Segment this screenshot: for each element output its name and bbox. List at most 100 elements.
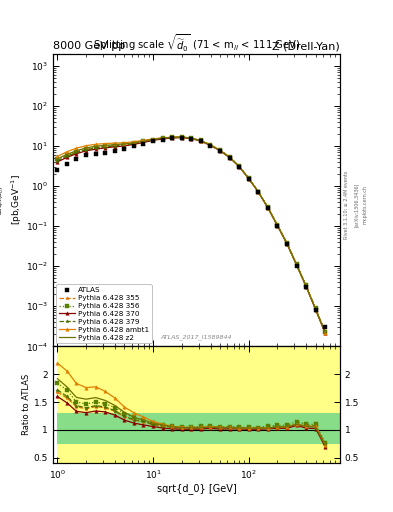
Pythia 6.428 ambt1 (180, 134, 184, 140)
Pythia 6.428 ambt1 (93, 141, 98, 147)
ATLAS (189, 136, 194, 142)
Pythia 6.428 355 (141, 139, 146, 145)
Pythia 6.428 z2 (141, 138, 146, 144)
Text: Rivet 3.1.10; ≥ 2.4M events: Rivet 3.1.10; ≥ 2.4M events (344, 170, 349, 239)
Pythia 6.428 379 (246, 175, 251, 181)
Pythia 6.428 370 (246, 176, 251, 182)
Pythia 6.428 370 (304, 284, 309, 290)
Pythia 6.428 ambt1 (189, 135, 194, 141)
Pythia 6.428 379 (304, 283, 309, 289)
Pythia 6.428 379 (198, 138, 203, 144)
Pythia 6.428 ambt1 (132, 139, 136, 145)
ATLAS (122, 146, 127, 152)
Pythia 6.428 356 (160, 135, 165, 141)
Pythia 6.428 356 (84, 146, 88, 152)
Pythia 6.428 379 (112, 143, 117, 149)
Pythia 6.428 356 (151, 136, 155, 142)
ATLAS (246, 176, 251, 182)
Pythia 6.428 355 (237, 163, 241, 169)
Line: Pythia 6.428 z2: Pythia 6.428 z2 (57, 137, 325, 333)
Pythia 6.428 379 (208, 142, 213, 148)
Pythia 6.428 379 (65, 153, 70, 159)
Pythia 6.428 379 (180, 134, 184, 140)
Pythia 6.428 379 (218, 147, 222, 153)
Pythia 6.428 z2 (112, 141, 117, 147)
Pythia 6.428 z2 (246, 175, 251, 181)
Pythia 6.428 355 (218, 147, 222, 154)
Pythia 6.428 356 (55, 156, 60, 162)
Pythia 6.428 356 (256, 188, 261, 195)
Pythia 6.428 370 (93, 146, 98, 152)
Pythia 6.428 ambt1 (218, 147, 222, 153)
Pythia 6.428 370 (112, 144, 117, 150)
Pythia 6.428 379 (189, 135, 194, 141)
Pythia 6.428 370 (285, 241, 289, 247)
Pythia 6.428 z2 (84, 145, 88, 151)
Pythia 6.428 370 (237, 163, 241, 169)
Text: [arXiv:1306.3436]: [arXiv:1306.3436] (354, 183, 358, 227)
Pythia 6.428 356 (227, 154, 232, 160)
Pythia 6.428 356 (275, 222, 280, 228)
Pythia 6.428 ambt1 (237, 163, 241, 169)
Pythia 6.428 z2 (151, 136, 155, 142)
Pythia 6.428 z2 (294, 262, 299, 268)
Pythia 6.428 370 (180, 135, 184, 141)
Pythia 6.428 z2 (265, 204, 270, 210)
Pythia 6.428 370 (294, 262, 299, 268)
Text: 8000 GeV pp: 8000 GeV pp (53, 41, 125, 51)
Pythia 6.428 ambt1 (208, 142, 213, 148)
Pythia 6.428 370 (84, 147, 88, 154)
Line: Pythia 6.428 355: Pythia 6.428 355 (56, 136, 327, 334)
Pythia 6.428 ambt1 (294, 262, 299, 268)
Pythia 6.428 379 (103, 143, 108, 150)
Pythia 6.428 370 (198, 138, 203, 144)
X-axis label: sqrt{d_0} [GeV]: sqrt{d_0} [GeV] (157, 483, 236, 494)
Pythia 6.428 z2 (256, 189, 261, 195)
Pythia 6.428 370 (323, 330, 327, 336)
Pythia 6.428 z2 (198, 138, 203, 144)
Pythia 6.428 356 (141, 138, 146, 144)
ATLAS (160, 136, 165, 142)
Pythia 6.428 ambt1 (170, 134, 174, 140)
Pythia 6.428 z2 (74, 147, 79, 154)
Pythia 6.428 355 (151, 137, 155, 143)
ATLAS (313, 307, 318, 313)
Pythia 6.428 356 (237, 163, 241, 169)
Pythia 6.428 z2 (304, 283, 309, 289)
Pythia 6.428 356 (103, 143, 108, 149)
Text: ATLAS_2017_I1589844: ATLAS_2017_I1589844 (161, 335, 232, 340)
Pythia 6.428 370 (74, 151, 79, 157)
Pythia 6.428 379 (265, 204, 270, 210)
Pythia 6.428 355 (313, 306, 318, 312)
Pythia 6.428 z2 (122, 141, 127, 147)
Pythia 6.428 370 (313, 307, 318, 313)
ATLAS (74, 156, 79, 162)
Pythia 6.428 356 (218, 147, 222, 153)
Pythia 6.428 355 (180, 134, 184, 140)
Pythia 6.428 355 (198, 138, 203, 144)
Pythia 6.428 ambt1 (160, 135, 165, 141)
Pythia 6.428 356 (112, 142, 117, 148)
Pythia 6.428 356 (246, 175, 251, 181)
Pythia 6.428 355 (275, 222, 280, 228)
ATLAS (93, 151, 98, 157)
Pythia 6.428 355 (304, 283, 309, 289)
Pythia 6.428 355 (55, 158, 60, 164)
Pythia 6.428 379 (275, 222, 280, 228)
Pythia 6.428 356 (189, 135, 194, 141)
Pythia 6.428 356 (265, 204, 270, 210)
Pythia 6.428 ambt1 (313, 306, 318, 312)
Pythia 6.428 355 (65, 153, 70, 159)
ATLAS (227, 155, 232, 161)
Line: Pythia 6.428 370: Pythia 6.428 370 (56, 136, 327, 335)
ATLAS (65, 161, 70, 167)
ATLAS (198, 138, 203, 144)
Pythia 6.428 355 (227, 154, 232, 160)
Pythia 6.428 370 (208, 142, 213, 148)
Pythia 6.428 356 (170, 134, 174, 140)
Pythia 6.428 356 (132, 140, 136, 146)
Pythia 6.428 ambt1 (265, 204, 270, 210)
ATLAS (103, 150, 108, 156)
Pythia 6.428 ambt1 (74, 145, 79, 151)
Pythia 6.428 355 (160, 135, 165, 141)
